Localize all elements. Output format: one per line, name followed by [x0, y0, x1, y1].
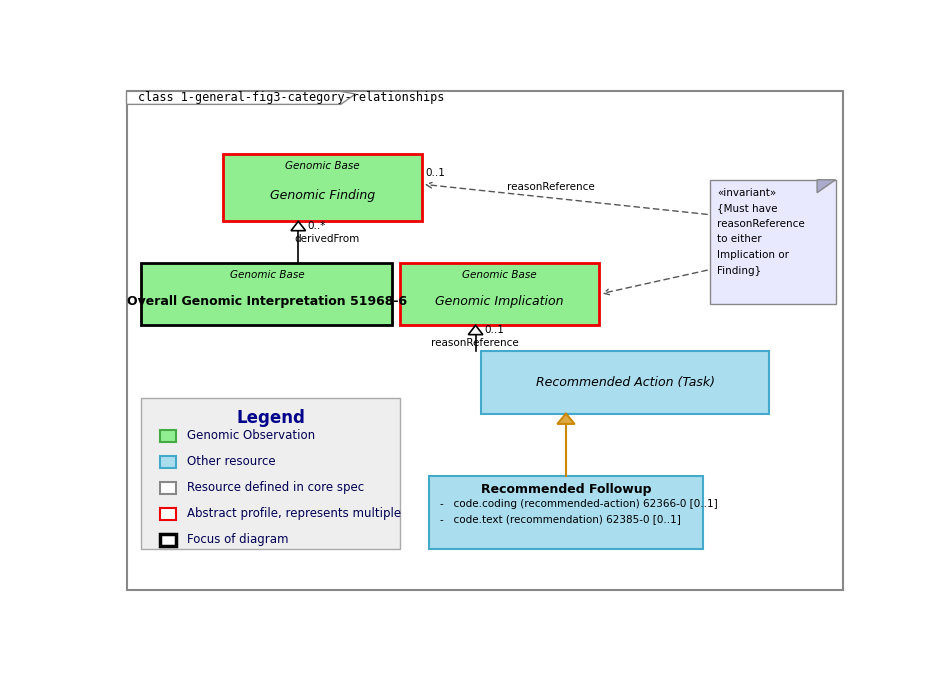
FancyBboxPatch shape — [481, 351, 768, 414]
Text: to either: to either — [717, 234, 762, 244]
FancyBboxPatch shape — [127, 91, 842, 591]
FancyBboxPatch shape — [160, 508, 176, 520]
FancyBboxPatch shape — [160, 430, 176, 441]
Text: reasonReference: reasonReference — [717, 219, 804, 229]
Text: class 1-general-fig3-category-relationships: class 1-general-fig3-category-relationsh… — [137, 91, 444, 104]
Text: -   code.coding (recommended-action) 62366-0 [0..1]: - code.coding (recommended-action) 62366… — [440, 500, 718, 510]
Text: Resource defined in core spec: Resource defined in core spec — [187, 481, 364, 495]
FancyBboxPatch shape — [160, 482, 176, 493]
Text: reasonReference: reasonReference — [506, 182, 594, 192]
Text: 0..1: 0..1 — [426, 168, 445, 178]
Polygon shape — [467, 325, 483, 335]
Text: Genomic Base: Genomic Base — [462, 270, 536, 279]
Text: {Must have: {Must have — [717, 203, 777, 213]
FancyBboxPatch shape — [400, 263, 599, 325]
Text: Recommended Action (Task): Recommended Action (Task) — [535, 376, 714, 389]
FancyBboxPatch shape — [141, 398, 400, 549]
Text: Finding}: Finding} — [717, 265, 761, 275]
Text: «invariant»: «invariant» — [717, 188, 776, 198]
Polygon shape — [127, 91, 355, 105]
Text: Legend: Legend — [236, 410, 305, 427]
Text: Genomic Implication: Genomic Implication — [435, 295, 564, 308]
Text: Implication or: Implication or — [717, 250, 788, 260]
Text: Genomic Observation: Genomic Observation — [187, 429, 315, 443]
FancyBboxPatch shape — [222, 154, 422, 221]
Text: reasonReference: reasonReference — [431, 338, 519, 348]
Text: 0..*: 0..* — [307, 221, 326, 231]
FancyBboxPatch shape — [141, 263, 392, 325]
Text: Other resource: Other resource — [187, 456, 275, 468]
FancyBboxPatch shape — [428, 476, 702, 549]
Text: Genomic Base: Genomic Base — [285, 161, 359, 171]
Text: Abstract profile, represents multiple: Abstract profile, represents multiple — [187, 508, 401, 520]
FancyBboxPatch shape — [160, 456, 176, 468]
Polygon shape — [290, 221, 306, 231]
Text: -   code.text (recommendation) 62385-0 [0..1]: - code.text (recommendation) 62385-0 [0.… — [440, 514, 681, 524]
Text: Focus of diagram: Focus of diagram — [187, 533, 288, 547]
Text: 0..1: 0..1 — [484, 325, 504, 335]
Text: Recommended Followup: Recommended Followup — [480, 483, 650, 495]
Text: Overall Genomic Interpretation 51968-6: Overall Genomic Interpretation 51968-6 — [127, 295, 407, 308]
Text: Genomic Base: Genomic Base — [229, 270, 304, 279]
FancyBboxPatch shape — [709, 180, 835, 304]
Polygon shape — [816, 180, 835, 193]
Polygon shape — [557, 414, 574, 424]
Text: Genomic Finding: Genomic Finding — [269, 189, 374, 202]
FancyBboxPatch shape — [160, 534, 176, 545]
Text: derivedFrom: derivedFrom — [294, 234, 360, 244]
